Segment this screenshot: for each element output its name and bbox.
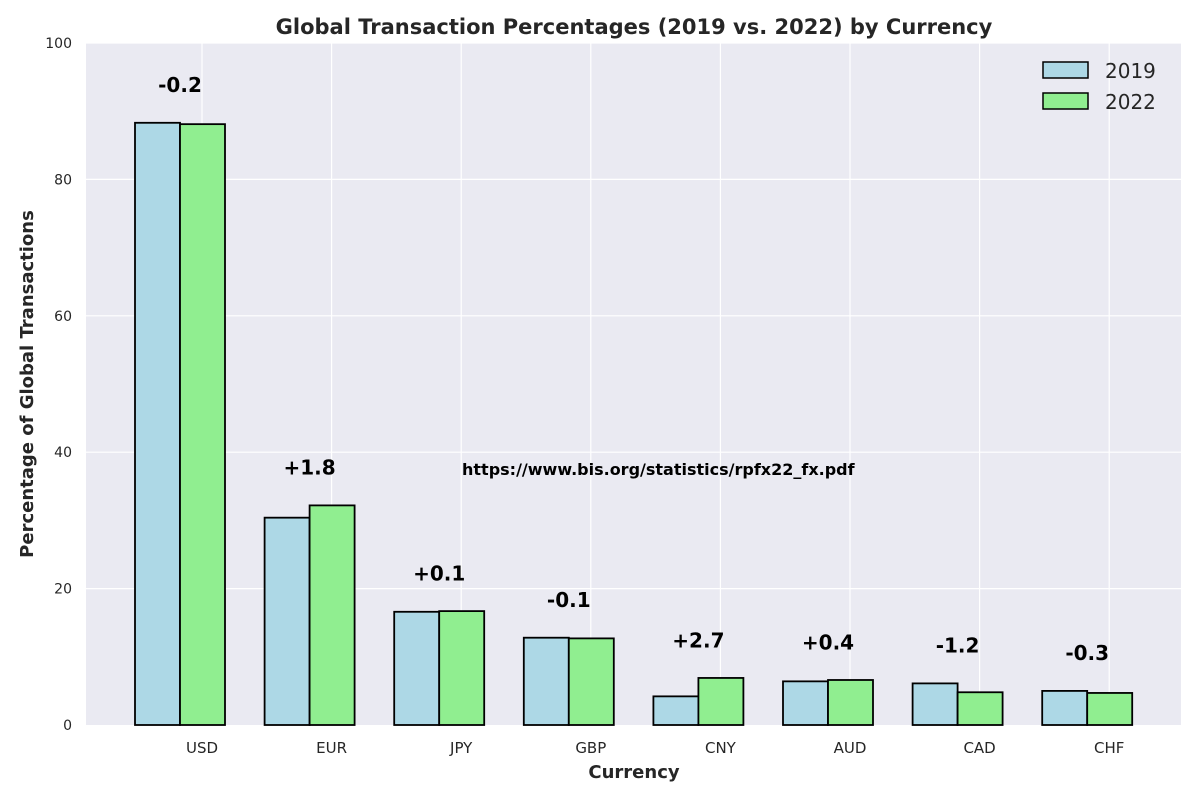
- legend-label-2019: 2019: [1105, 59, 1156, 83]
- difference-label-usd: -0.2: [158, 73, 202, 97]
- x-tick-label-cny: CNY: [705, 739, 737, 757]
- bar-2022-eur: [308, 504, 356, 726]
- bars: [134, 121, 1134, 726]
- difference-label-eur: +1.8: [284, 456, 336, 480]
- bar-2019-chf: [1041, 690, 1089, 726]
- difference-label-chf: -0.3: [1065, 641, 1109, 665]
- bar-2022-usd: [179, 123, 226, 726]
- difference-label-cad: -1.2: [936, 634, 980, 658]
- legend-swatch-2022: [1042, 92, 1089, 110]
- bar-2019-cad: [911, 682, 959, 726]
- y-tick-label: 100: [45, 36, 72, 52]
- bar-2022-aud: [827, 679, 874, 726]
- bar-2022-jpy: [438, 610, 486, 726]
- x-tick-label-aud: AUD: [834, 739, 867, 757]
- bar-2019-aud: [782, 680, 829, 726]
- x-tick-label-usd: USD: [186, 739, 218, 757]
- bar-2022-chf: [1086, 692, 1134, 726]
- y-tick-label: 60: [54, 309, 72, 325]
- x-tick-label-cad: CAD: [963, 739, 995, 757]
- x-tick-label-jpy: JPY: [449, 739, 473, 757]
- legend: 2019 2022: [1042, 59, 1156, 114]
- difference-label-cny: +2.7: [672, 628, 724, 652]
- bar-2019-eur: [263, 516, 311, 726]
- chart-title: Global Transaction Percentages (2019 vs.…: [276, 15, 993, 39]
- y-tick-label: 40: [54, 445, 72, 461]
- x-tick-label-chf: CHF: [1094, 739, 1124, 757]
- bar-2022-gbp: [567, 637, 615, 726]
- legend-label-2022: 2022: [1105, 90, 1156, 114]
- difference-label-gbp: -0.1: [547, 588, 591, 612]
- y-tick-label: 20: [54, 582, 72, 598]
- y-axis-label: Percentage of Global Transactions: [17, 210, 38, 558]
- difference-label-jpy: +0.1: [413, 561, 465, 585]
- difference-label-aud: +0.4: [802, 630, 854, 654]
- y-tick-labels: 0 20 40 60 80 100: [45, 36, 72, 734]
- bar-2019-usd: [134, 121, 181, 726]
- y-tick-label: 80: [54, 172, 72, 188]
- bar-2022-cny: [697, 677, 745, 726]
- bar-2019-gbp: [522, 636, 570, 726]
- plot-background: [86, 43, 1181, 725]
- bar-2019-jpy: [393, 610, 441, 726]
- difference-labels: -0.2 +1.8 +0.1 -0.1 +2.7 +0.4 -1.2 -0.3: [158, 73, 1109, 665]
- x-tick-label-gbp: GBP: [575, 739, 606, 757]
- x-tick-label-eur: EUR: [316, 739, 347, 757]
- bar-2022-cad: [956, 691, 1004, 726]
- x-tick-labels: USD EUR JPY GBP CNY AUD CAD CHF: [186, 739, 1124, 757]
- bar-2019-cny: [652, 695, 700, 726]
- source-annotation: https://www.bis.org/statistics/rpfx22_fx…: [462, 460, 856, 479]
- y-tick-label: 0: [63, 718, 72, 734]
- x-axis-label: Currency: [588, 762, 679, 783]
- legend-swatch-2019: [1042, 61, 1089, 79]
